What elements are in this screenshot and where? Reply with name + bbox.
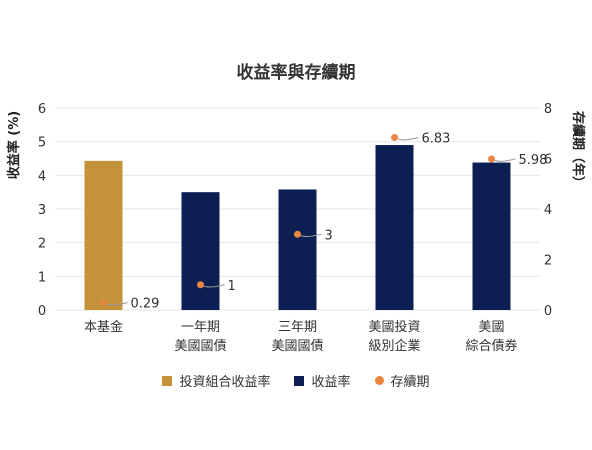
data-label-leader bbox=[394, 137, 419, 141]
right-tick-label: 8 bbox=[544, 102, 552, 117]
left-tick-label: 2 bbox=[38, 237, 46, 252]
left-tick-label: 6 bbox=[38, 102, 46, 117]
bar-1-3 bbox=[375, 145, 414, 310]
duration-data-label: 1 bbox=[228, 279, 236, 294]
legend-label-yield: 收益率 bbox=[311, 375, 351, 390]
bar-1-2 bbox=[278, 189, 317, 310]
category-label: 美國國債 bbox=[271, 339, 323, 354]
left-tick-label: 3 bbox=[38, 203, 46, 218]
duration-point-4 bbox=[488, 155, 495, 163]
bar-0-0 bbox=[84, 160, 123, 310]
legend-swatch-fund-yield bbox=[162, 375, 173, 386]
legend-label-fund-yield: 投資組合收益率 bbox=[179, 375, 271, 390]
category-label: 三年期 bbox=[278, 320, 317, 335]
duration-point-0 bbox=[100, 299, 107, 307]
left-tick-label: 4 bbox=[38, 169, 46, 184]
duration-data-label: 5.98 bbox=[519, 153, 548, 168]
right-tick-label: 4 bbox=[544, 203, 552, 218]
right-axis-title: 存續期（年） bbox=[570, 111, 586, 189]
left-tick-label: 0 bbox=[38, 304, 46, 319]
category-label: 本基金 bbox=[84, 319, 123, 335]
duration-data-label: 3 bbox=[325, 228, 333, 243]
left-axis-title: 收益率 (%) bbox=[6, 111, 22, 179]
category-label: 綜合債券 bbox=[465, 338, 517, 354]
category-label: 美國投資 bbox=[368, 319, 420, 335]
duration-markers: 0.29 1 3 6.83 5.98 bbox=[100, 132, 547, 312]
category-label: 美國 bbox=[478, 320, 504, 335]
duration-point-2 bbox=[294, 230, 301, 238]
right-tick-label: 0 bbox=[544, 304, 552, 319]
category-label: 一年期 bbox=[181, 320, 220, 335]
left-tick-label: 5 bbox=[38, 136, 46, 151]
duration-point-1 bbox=[197, 281, 204, 289]
legend-item-fund-yield: 投資組合收益率 bbox=[162, 371, 270, 390]
legend-marker-duration bbox=[374, 376, 384, 385]
legend-label-duration: 存續期 bbox=[390, 375, 430, 390]
legend: 投資組合收益率 收益率 存續期 bbox=[0, 371, 592, 390]
duration-point-3 bbox=[391, 134, 398, 142]
bar-1-1 bbox=[181, 192, 220, 310]
duration-data-label: 6.83 bbox=[422, 132, 451, 147]
data-label-leader bbox=[491, 158, 516, 162]
right-axis-ticks: 0 2 4 6 8 bbox=[544, 102, 552, 319]
duration-data-label: 0.29 bbox=[131, 297, 160, 312]
left-tick-label: 1 bbox=[38, 270, 46, 285]
legend-swatch-yield bbox=[294, 375, 305, 386]
legend-item-duration: 存續期 bbox=[374, 371, 430, 390]
left-axis-ticks: 0 1 2 3 4 5 6 bbox=[38, 102, 46, 319]
bar-1-4 bbox=[472, 162, 511, 310]
category-label: 美國國債 bbox=[174, 339, 226, 354]
legend-item-yield: 收益率 bbox=[294, 371, 351, 390]
chart-title: 收益率與存續期 bbox=[237, 62, 356, 83]
category-label: 級別企業 bbox=[368, 338, 420, 354]
bars bbox=[84, 145, 511, 310]
right-tick-label: 6 bbox=[544, 153, 552, 168]
right-tick-label: 2 bbox=[544, 254, 552, 269]
